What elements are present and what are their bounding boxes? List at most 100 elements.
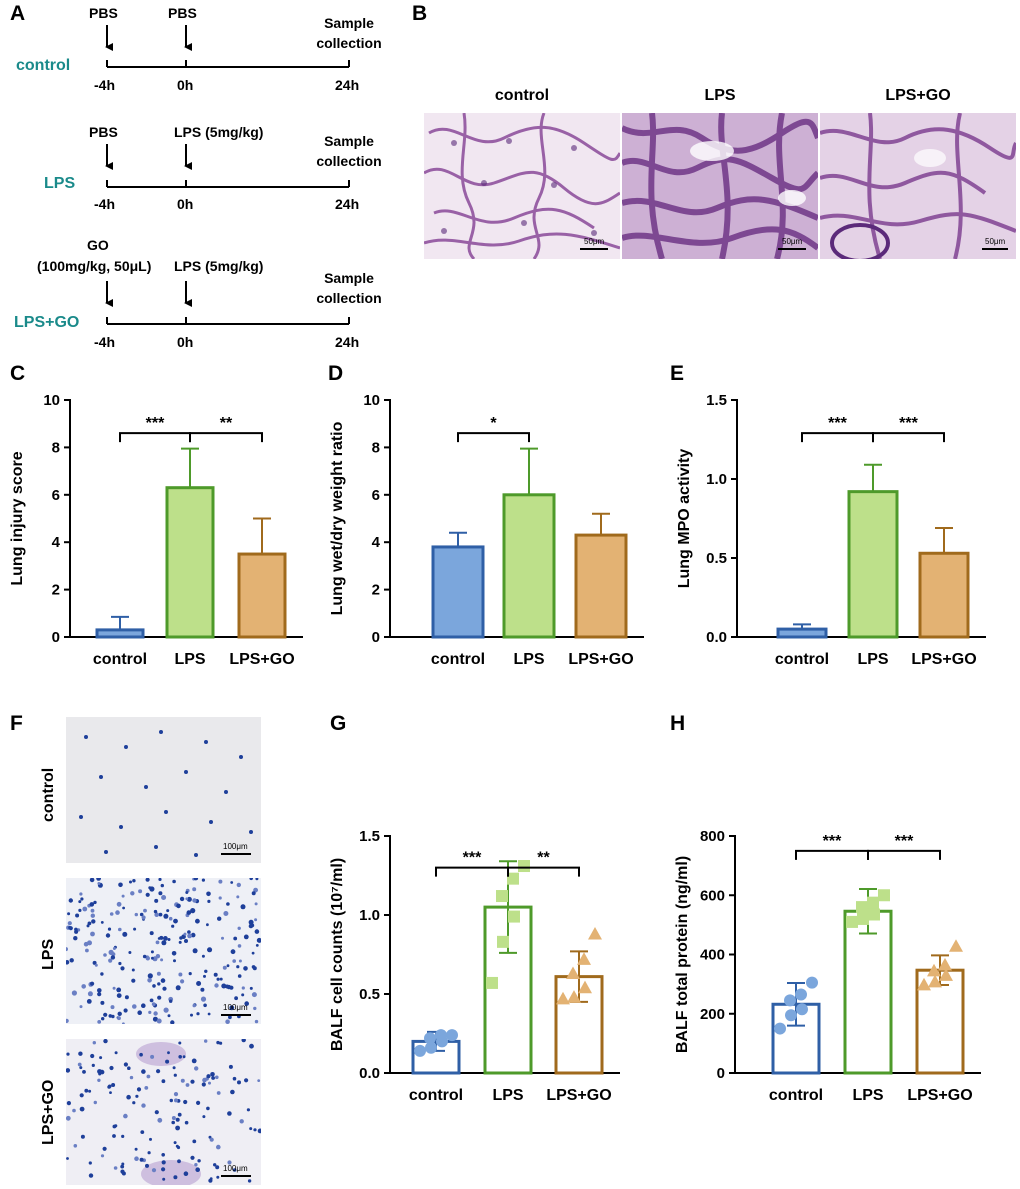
cell-dot [75,913,80,918]
y-tick-label: 1.0 [359,907,380,924]
y-tick-label: 400 [700,947,725,964]
data-point [868,908,880,921]
cell-dot [180,979,185,984]
cell-dot [139,912,144,917]
cell-dot [173,1141,177,1145]
cell-dot [78,908,82,912]
cell-dot [230,881,234,884]
data-point [927,963,941,977]
data-point [508,910,520,923]
cell-dot [166,909,170,913]
x-tick-label: LPS+GO [911,651,976,668]
cell-dot [229,1005,235,1011]
y-tick-label: 1.5 [706,392,727,409]
group-label-lps-go: LPS+GO [14,314,80,331]
group-label-control: control [16,57,71,74]
cell-dot [243,934,249,940]
cell-dot [88,1089,92,1093]
x-tick-label: control [431,651,485,668]
cytospin-label-control: control [40,767,57,822]
significance-label: * [490,415,497,432]
cell-dot [249,878,253,881]
cell-dot [154,1110,159,1115]
cell-dot [154,912,159,917]
cells-control [79,730,253,857]
y-tick-label: 0 [52,629,60,646]
cell-dot [161,940,167,946]
cell-dot [111,1083,116,1087]
significance-bracket [189,432,263,443]
cell-dot [83,941,89,947]
cell-dot [158,912,163,917]
tick-lps-0h: 0h [177,196,194,212]
x-tick-label: LPS [492,1087,523,1104]
cell-dot [162,986,167,991]
panel-letter-c: C [10,362,26,385]
chart-lung-injury-score: 0 2 4 6 8 10 Lung injury score control LPS LPS+GO… [9,392,303,668]
cell-dot [201,954,205,958]
cell-dot [97,992,102,997]
x-tick-label: LPS+GO [546,1087,611,1104]
cell-dot [79,1093,84,1098]
cell-dot [194,1066,199,1071]
cell-dot [97,1069,102,1074]
cell-dot [241,993,245,997]
cell-dot [100,972,104,976]
cell-dot [172,1066,176,1070]
y-tick-label: 8 [372,439,380,456]
cell-dot [203,1003,207,1008]
cell-dot [112,986,116,990]
cell-dot [150,950,154,954]
cell-dot [184,939,188,943]
scalebar-label-b-lps: 50μm [782,237,803,246]
y-axis-label: Lung injury score [9,451,26,585]
cell-dot [88,1173,94,1178]
bar [918,551,970,639]
cell-dot [216,1091,221,1095]
cell-dot [147,973,153,979]
cell-dot [219,1041,223,1045]
data-point [938,957,952,971]
data-point [846,915,858,928]
cell-dot [133,927,137,931]
cell-dot [84,1088,89,1093]
cell-dot [89,902,95,907]
cell-dot [87,991,93,997]
cell-dot [89,878,95,883]
cell-dot [79,892,83,896]
significance-bracket [795,849,869,860]
data-point [497,935,509,948]
cell-dot [113,1166,118,1170]
cell-dot [103,953,107,957]
cell-dot [183,1099,188,1105]
significance-bracket [435,866,509,877]
cell-dot [122,906,125,910]
cell-dot [88,1161,92,1165]
y-axis-label: BALF total protein (ng/ml) [674,856,691,1053]
cell-dot [221,983,227,989]
timeline-go-end-1: Sample [324,270,374,286]
cell-dot [232,959,236,963]
cell-dot [67,921,72,926]
chart-lung-mpo-activity: 0.0 0.5 1.0 1.5 Lung MPO activity control LPS L… [676,392,986,668]
cell-dot [120,966,125,971]
y-tick-label: 4 [52,534,61,551]
cell-dot [216,1175,220,1179]
timeline-go-pre-2: (100mg/kg, 50μL) [37,258,152,274]
cell-dot [90,1053,95,1059]
significance-label: *** [899,415,918,432]
cell-dot [112,947,116,950]
cell-dot [165,1059,170,1064]
cell-dot [129,880,132,884]
cell-dot [253,1006,257,1011]
cell-dot [230,949,236,955]
cell-dot [173,918,178,924]
timeline-go-end-2: collection [316,290,382,306]
tissue-pattern-lps-go [820,113,1016,259]
significance-label: ** [220,415,233,432]
data-point [806,976,818,989]
cells-lps-go [66,1039,261,1185]
scalebar-f-lps-go [221,1175,251,1177]
bar [574,533,628,639]
histology-label-control: control [494,87,550,104]
